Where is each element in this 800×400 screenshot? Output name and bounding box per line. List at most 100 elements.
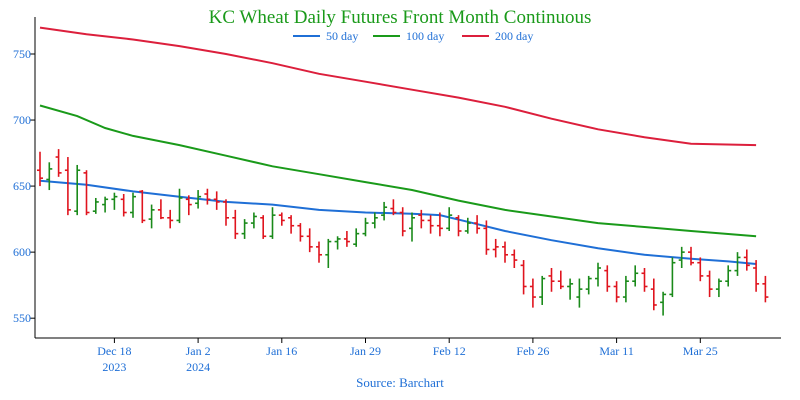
price-bar (725, 265, 732, 287)
price-bar (232, 209, 239, 239)
chart-title: KC Wheat Daily Futures Front Month Conti… (209, 7, 592, 28)
price-bar (409, 212, 415, 242)
price-bar (195, 190, 202, 209)
legend: 50 day 100 day 200 day (293, 29, 533, 43)
price-bars (37, 149, 769, 316)
x-tick-label: Dec 18 (97, 344, 131, 358)
price-bar (269, 207, 276, 239)
price-bar (539, 275, 546, 305)
price-bar (613, 281, 620, 303)
price-bar (678, 246, 685, 268)
y-tick-label: 700 (13, 113, 31, 127)
price-bar (102, 196, 109, 213)
price-bar (520, 260, 527, 295)
price-bar (223, 199, 229, 226)
price-bar (567, 278, 574, 300)
price-bar (660, 291, 667, 316)
price-bar (455, 215, 462, 237)
y-tick-label: 600 (13, 245, 31, 259)
price-bar (92, 197, 99, 214)
x-tick-label: Feb 26 (516, 344, 549, 358)
price-bar (511, 249, 518, 268)
price-bar (502, 241, 508, 263)
price-bar (241, 219, 248, 239)
price-bar (130, 192, 136, 218)
price-bar (418, 209, 425, 229)
price-bar (706, 270, 713, 298)
ma-line-50-day (39, 179, 757, 265)
price-bar (353, 228, 360, 247)
price-bar (697, 257, 704, 282)
x-tick-label: Jan 29 (350, 344, 381, 358)
price-bar (148, 204, 155, 229)
price-bar (464, 217, 471, 234)
price-bar (604, 265, 611, 292)
price-bar (120, 194, 127, 217)
price-bar (176, 188, 183, 224)
price-bar (483, 220, 490, 255)
price-bar (669, 257, 676, 298)
price-bar (390, 199, 397, 216)
legend-label-50-day: 50 day (326, 29, 358, 43)
legend-label-100-day: 100 day (406, 29, 444, 43)
x-tick-label: Feb 12 (433, 344, 466, 358)
x-tick-label: Jan 16 (266, 344, 297, 358)
price-bar (55, 149, 62, 177)
y-tick-label: 550 (13, 311, 31, 325)
price-bar (743, 249, 750, 271)
price-bar (688, 246, 694, 266)
price-bar (288, 215, 295, 234)
price-bar (343, 231, 350, 247)
price-bar (492, 238, 499, 258)
price-bar (157, 199, 164, 220)
price-bar (362, 217, 369, 237)
x-tick-label: Jan 2 (186, 344, 211, 358)
price-bar (185, 195, 192, 216)
price-bar (595, 262, 601, 287)
price-bar (37, 151, 43, 187)
price-bar (260, 215, 267, 239)
price-bar (753, 260, 760, 292)
price-bar (250, 212, 257, 229)
price-bar (278, 212, 285, 226)
legend-label-200-day: 200 day (495, 29, 533, 43)
price-bar (427, 215, 434, 234)
price-bar (111, 192, 118, 210)
price-bar (306, 228, 313, 253)
price-bar (316, 241, 322, 263)
x-tick-year-label: 2023 (102, 360, 126, 374)
x-tick-label: Mar 11 (599, 344, 634, 358)
y-ticks: 550 600 650 700 750 (13, 47, 35, 325)
price-bar (762, 275, 769, 303)
price-bar (715, 278, 722, 298)
ma-line-200-day (39, 26, 757, 147)
price-bar (64, 157, 71, 216)
ma-line-100-day (39, 104, 757, 238)
price-bar (371, 212, 378, 229)
price-bar (204, 188, 211, 205)
x-tick-label: Mar 25 (683, 344, 718, 358)
price-bar (74, 164, 81, 216)
price-bar (399, 207, 406, 237)
y-tick-label: 650 (13, 179, 31, 193)
price-bar (650, 278, 657, 311)
price-bar (585, 275, 592, 295)
price-bar (83, 170, 90, 216)
axes (34, 17, 781, 339)
price-bar (632, 265, 639, 287)
price-bar (167, 209, 174, 229)
price-bar (436, 212, 443, 237)
price-bar (297, 223, 304, 242)
price-bar (325, 238, 332, 268)
price-bar (576, 278, 583, 308)
price-bar (446, 207, 453, 231)
x-ticks: Dec 18 2023 Jan 2 2024 Jan 16 Jan 29 Feb 12 Feb… (97, 338, 718, 374)
price-bar (734, 252, 741, 276)
x-tick-year-label: 2024 (186, 360, 210, 374)
price-bar (381, 201, 388, 221)
price-bar (474, 215, 481, 234)
price-bar (139, 190, 146, 224)
price-bar (334, 236, 341, 250)
price-bar (622, 275, 629, 303)
